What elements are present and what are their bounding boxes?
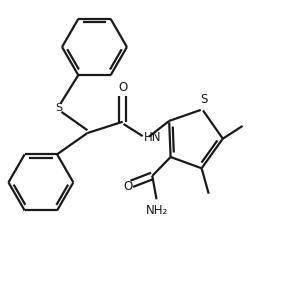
Text: O: O (118, 81, 127, 94)
Text: O: O (124, 180, 133, 193)
Text: HN: HN (144, 131, 161, 144)
Text: S: S (56, 103, 63, 113)
Text: NH₂: NH₂ (146, 203, 168, 216)
Text: S: S (200, 93, 208, 106)
